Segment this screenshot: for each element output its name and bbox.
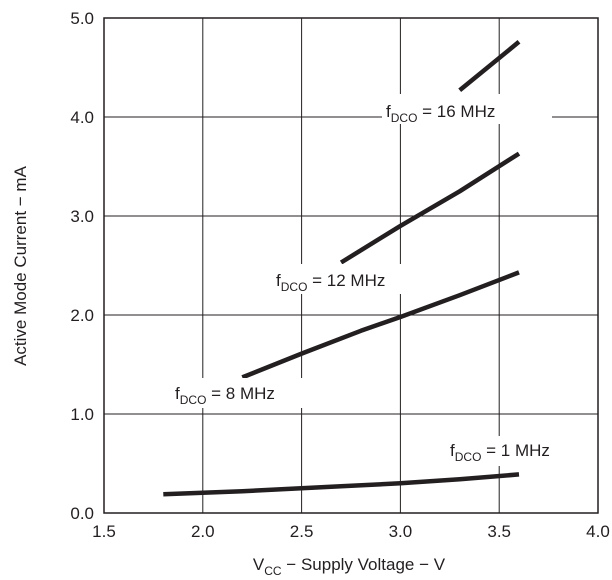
label-bg-1mhz — [446, 436, 588, 466]
y-tick-label: 5.0 — [70, 9, 94, 28]
y-tick-labels: 0.0 1.0 2.0 3.0 4.0 5.0 — [70, 9, 94, 523]
series-line-16mhz — [458, 40, 521, 93]
x-tick-label: 1.5 — [92, 522, 116, 541]
series-lines — [163, 40, 521, 497]
series-label-1mhz: fDCO = 1 MHz — [450, 441, 550, 464]
x-tick-label: 3.0 — [389, 522, 413, 541]
x-tick-label: 2.5 — [290, 522, 314, 541]
label-bg-8mhz — [172, 378, 312, 408]
series-label-16mhz: fDCO = 16 MHz — [386, 102, 495, 125]
y-tick-label: 4.0 — [70, 108, 94, 127]
y-tick-label: 0.0 — [70, 504, 94, 523]
series-label-12mhz: fDCO = 12 MHz — [276, 271, 385, 294]
y-tick-label: 3.0 — [70, 207, 94, 226]
y-tick-label: 1.0 — [70, 405, 94, 424]
x-tick-label: 3.5 — [487, 522, 511, 541]
series-line-1mhz — [163, 472, 520, 497]
label-bg-12mhz — [272, 264, 422, 294]
x-tick-label: 4.0 — [586, 522, 610, 541]
x-tick-labels: 1.5 2.0 2.5 3.0 3.5 4.0 — [92, 522, 610, 541]
label-bg-16mhz — [382, 94, 552, 124]
series-line-8mhz — [241, 270, 520, 380]
series-label-8mhz: fDCO = 8 MHz — [175, 384, 275, 407]
series-line-12mhz — [339, 151, 521, 265]
y-axis-title: Active Mode Current − mA — [11, 165, 30, 365]
x-tick-label: 2.0 — [191, 522, 215, 541]
plot-frame — [103, 17, 599, 514]
x-axis-title: VCC − Supply Voltage − V — [253, 555, 446, 578]
y-tick-label: 2.0 — [70, 306, 94, 325]
